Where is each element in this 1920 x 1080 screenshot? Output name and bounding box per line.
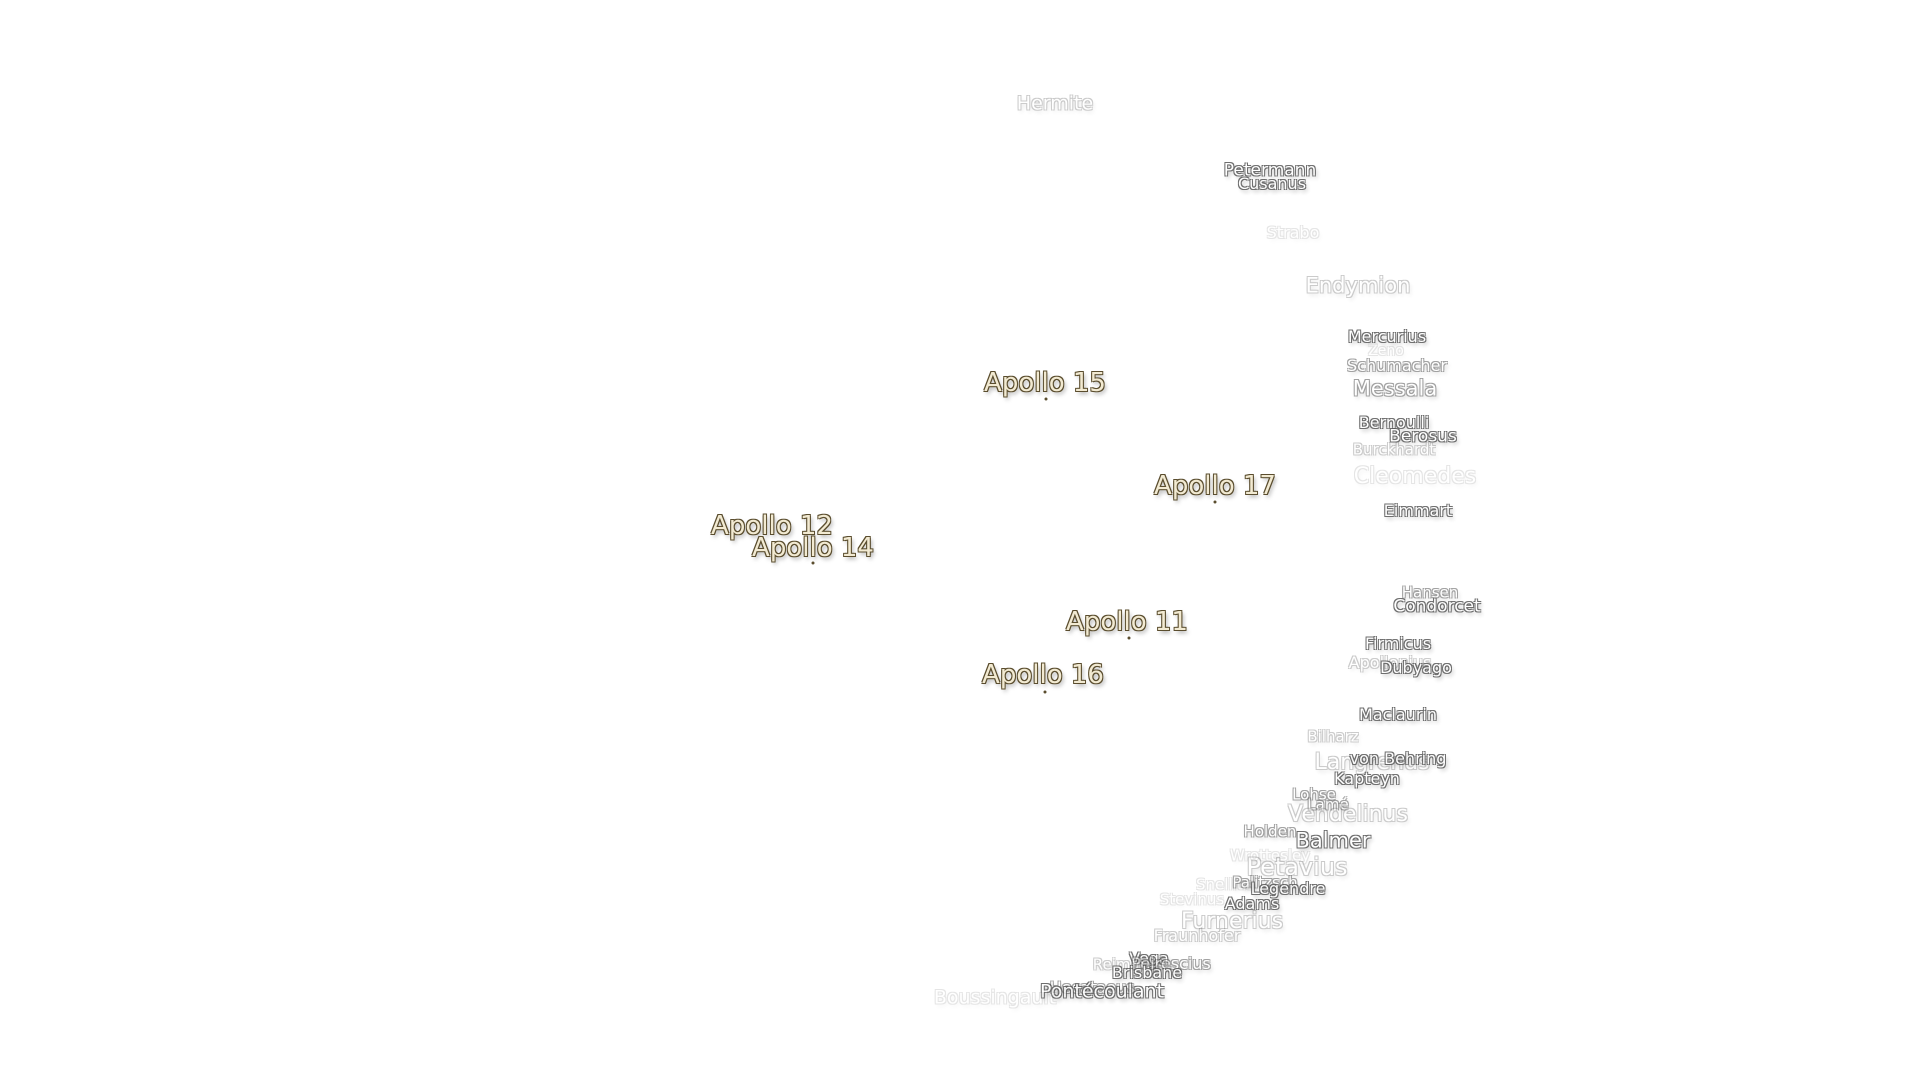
landing-site-marker-apollo-17[interactable] — [1213, 500, 1217, 504]
crater-label-adams: Adams — [1224, 894, 1280, 913]
crater-label-von-behring: von Behring — [1349, 749, 1447, 768]
landing-site-label-apollo-16[interactable]: Apollo 16 — [982, 660, 1104, 690]
landing-site-label-apollo-14[interactable]: Apollo 14 — [752, 533, 874, 563]
crater-label-langrenus: Langrenus — [1314, 750, 1430, 775]
crater-label-dubyago: Dubyago — [1380, 658, 1452, 677]
crater-label-legendre: Legendre — [1250, 879, 1326, 898]
crater-label-burckhardt: Burckhardt — [1352, 440, 1436, 459]
crater-label-stevinus: Stevinus — [1159, 890, 1225, 909]
crater-label-zeno: Zeno — [1368, 343, 1404, 359]
crater-label-berosus: Berosus — [1389, 426, 1457, 447]
crater-label-hecataeus: Hecataeus — [1049, 978, 1135, 997]
crater-label-hermite: Hermite — [1016, 92, 1094, 115]
crater-label-cleomedes: Cleomedes — [1353, 464, 1477, 489]
crater-label-bernoulli: Bernoulli — [1358, 413, 1430, 432]
crater-label-balmer: Balmer — [1295, 828, 1371, 853]
crater-label-reimarus: Reimarus — [1092, 955, 1164, 974]
crater-label-eimmart: Eimmart — [1383, 501, 1453, 520]
crater-label-kapteyn: Kapteyn — [1334, 769, 1400, 788]
crater-label-strabo: Strabo — [1266, 223, 1320, 242]
crater-label-boussingault: Boussingault — [933, 986, 1057, 1009]
crater-label-condorcet: Condorcet — [1393, 596, 1481, 617]
landing-site-marker-apollo-14[interactable] — [811, 561, 815, 565]
crater-label-fraunhofer: Fraunhofer — [1153, 926, 1241, 945]
crater-label-mercurius: Mercurius — [1347, 327, 1427, 346]
crater-label-peirescius: Peirescius — [1131, 954, 1211, 973]
landing-site-label-apollo-17[interactable]: Apollo 17 — [1154, 471, 1276, 501]
crater-label-bilharz: Bilharz — [1307, 727, 1359, 746]
crater-label-messala: Messala — [1352, 376, 1438, 401]
crater-label-maclaurin: Maclaurin — [1359, 705, 1437, 724]
crater-label-wrottesley: Wrottesley — [1229, 846, 1311, 865]
crater-label-firmicus: Firmicus — [1364, 634, 1432, 653]
crater-label-holden: Holden — [1243, 822, 1297, 841]
crater-label-lame: Lamé — [1307, 795, 1349, 814]
crater-label-petermann: Petermann — [1223, 160, 1317, 181]
crater-label-vendelinus: Vendelinus — [1288, 802, 1408, 827]
landing-site-label-apollo-15[interactable]: Apollo 15 — [984, 368, 1106, 398]
crater-label-palitzsch: Palitzsch — [1232, 873, 1298, 892]
crater-label-furnerius: Furnerius — [1180, 909, 1284, 934]
crater-label-apollonius: Apollonius — [1348, 653, 1432, 672]
landing-site-marker-apollo-15[interactable] — [1044, 397, 1048, 401]
crater-label-snellius: Snellius — [1195, 875, 1255, 894]
landing-site-label-apollo-11[interactable]: Apollo 11 — [1066, 607, 1188, 637]
landing-site-label-apollo-12[interactable]: Apollo 12 — [711, 511, 833, 541]
crater-label-pontecoulant: Pontécoulant — [1039, 980, 1165, 1003]
crater-label-hansen: Hansen — [1401, 583, 1459, 602]
crater-label-vega: Vega — [1129, 949, 1169, 968]
crater-label-petavius: Petavius — [1246, 853, 1348, 881]
crater-label-endymion: Endymion — [1305, 273, 1411, 298]
landing-site-marker-apollo-16[interactable] — [1043, 690, 1047, 694]
landing-site-marker-apollo-11[interactable] — [1127, 636, 1131, 640]
crater-label-lohse: Lohse — [1292, 785, 1336, 804]
crater-label-schumacher: Schumacher — [1347, 356, 1447, 375]
crater-label-brisbane: Brisbane — [1111, 963, 1183, 982]
crater-label-cusanus: Cusanus — [1237, 174, 1307, 193]
